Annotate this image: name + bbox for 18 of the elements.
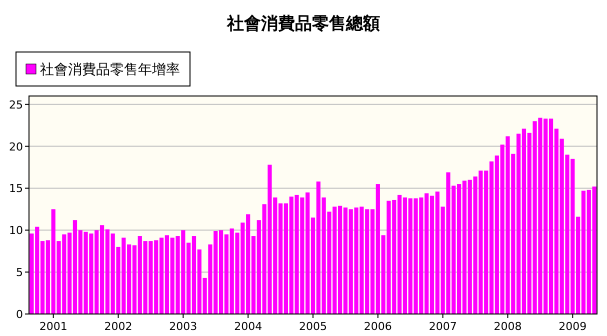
legend-label: 社會消費品零售年增率 bbox=[40, 62, 180, 78]
y-tick-label: 20 bbox=[9, 140, 23, 154]
x-tick-label: 2004 bbox=[234, 320, 262, 333]
x-tick-label: 2003 bbox=[169, 320, 198, 333]
y-tick-label: 0 bbox=[16, 308, 23, 321]
chart-title: 社會消費品零售總額 bbox=[226, 14, 380, 34]
x-tick-label: 2008 bbox=[494, 320, 522, 333]
legend: 社會消費品零售年增率 bbox=[16, 52, 190, 86]
x-tick-label: 2005 bbox=[299, 320, 327, 333]
y-tick-label: 5 bbox=[16, 266, 23, 280]
x-tick-label: 2006 bbox=[364, 320, 392, 333]
y-tick-label: 25 bbox=[9, 98, 23, 112]
x-tick-label: 2002 bbox=[104, 320, 132, 333]
x-tick-label: 2009 bbox=[558, 320, 587, 333]
y-tick-label: 15 bbox=[9, 182, 23, 196]
x-tick-label: 2007 bbox=[428, 320, 457, 333]
y-tick-label: 10 bbox=[9, 224, 23, 238]
x-tick-label: 2001 bbox=[39, 320, 68, 333]
